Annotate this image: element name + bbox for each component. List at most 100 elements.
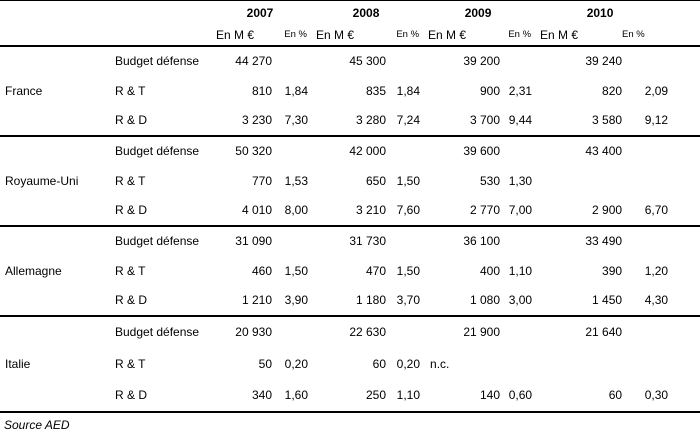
row-label: Budget défense bbox=[110, 44, 210, 76]
row-label: R & T bbox=[115, 356, 146, 371]
unit-pct-2008: En % bbox=[386, 24, 423, 47]
corner-blank bbox=[0, 1, 210, 25]
pct-value bbox=[622, 224, 700, 256]
pct-value: 7,00 bbox=[508, 203, 533, 217]
row-label: R & D bbox=[115, 293, 148, 307]
pct-value: 3,00 bbox=[508, 293, 533, 307]
pct-value: 7,30 bbox=[284, 113, 309, 127]
pct-value bbox=[272, 224, 311, 256]
pct-value bbox=[622, 134, 700, 166]
table-row: R & D 3 230 7,30 3 280 7,24 3 700 9,44 3… bbox=[0, 106, 700, 136]
money-value: 460 bbox=[251, 263, 272, 278]
money-value: 60 bbox=[608, 388, 623, 402]
country-label: France bbox=[0, 44, 110, 136]
pct-value: 1,10 bbox=[396, 388, 421, 402]
pct-value bbox=[622, 166, 700, 196]
money-value: 39 200 bbox=[422, 44, 501, 76]
money-value: 44 270 bbox=[210, 44, 272, 76]
money-value: 39 600 bbox=[422, 134, 501, 166]
money-value: 22 630 bbox=[310, 314, 387, 348]
pct-value: 1,20 bbox=[644, 263, 669, 278]
pct-value: 8,00 bbox=[284, 203, 309, 217]
money-value: 50 320 bbox=[210, 134, 272, 166]
row-label: Budget défense bbox=[110, 134, 210, 166]
pct-value: 6,70 bbox=[644, 203, 669, 217]
money-value: 1 450 bbox=[592, 293, 623, 307]
table-row: R & D 340 1,60 250 1,10 140 0,60 60 0,30 bbox=[0, 380, 700, 412]
pct-value: 1,50 bbox=[396, 173, 421, 188]
pct-value: 9,12 bbox=[644, 113, 669, 127]
pct-value: 7,24 bbox=[396, 113, 421, 127]
pct-value: 1,10 bbox=[508, 263, 533, 278]
year-header-2010: 2010 bbox=[586, 5, 614, 20]
money-value: 900 bbox=[480, 83, 501, 98]
pct-value bbox=[622, 348, 700, 380]
money-value: 21 640 bbox=[534, 314, 623, 348]
pct-value: 0,60 bbox=[508, 388, 533, 402]
money-value: 1 080 bbox=[470, 293, 501, 307]
table-row: Royaume-Uni Budget défense 50 320 42 000… bbox=[0, 134, 700, 226]
money-value: 21 900 bbox=[422, 314, 501, 348]
pct-value: 3,70 bbox=[396, 293, 421, 307]
money-value bbox=[534, 348, 622, 380]
table-row: R & D 1 210 3,90 1 180 3,70 1 080 3,00 1… bbox=[0, 286, 700, 316]
money-value: 2 770 bbox=[470, 203, 501, 217]
money-value: 31 730 bbox=[310, 224, 387, 256]
money-value: 250 bbox=[365, 388, 387, 402]
pct-value bbox=[622, 314, 700, 348]
money-value: 470 bbox=[365, 263, 387, 278]
unit-header-row: En M € En % En M € En % En M € En % En M… bbox=[0, 24, 700, 47]
pct-value: 1,84 bbox=[284, 83, 309, 98]
row-label: R & D bbox=[115, 203, 148, 217]
money-value: 530 bbox=[480, 173, 501, 188]
table-row: Allemagne Budget défense 31 090 31 730 3… bbox=[0, 224, 700, 316]
money-value: 2 900 bbox=[592, 203, 623, 217]
year-header-2009: 2009 bbox=[464, 5, 492, 20]
money-value: 60 bbox=[372, 356, 387, 371]
pct-value: 3,90 bbox=[284, 293, 309, 307]
country-label: Italie bbox=[0, 314, 110, 412]
year-header-2008: 2008 bbox=[352, 5, 380, 20]
row-label: R & D bbox=[115, 388, 148, 402]
money-value: 770 bbox=[251, 173, 272, 188]
money-value: 1 180 bbox=[355, 293, 387, 307]
money-value: 39 240 bbox=[534, 44, 623, 76]
money-value: 45 300 bbox=[310, 44, 387, 76]
table-row: R & T 810 1,84 835 1,84 900 2,31 820 2,0… bbox=[0, 76, 700, 106]
pct-value bbox=[500, 348, 534, 380]
money-value: 33 490 bbox=[534, 224, 623, 256]
money-value: 42 000 bbox=[310, 134, 387, 166]
money-value: n.c. bbox=[430, 356, 450, 371]
row-label: R & T bbox=[115, 263, 146, 278]
unit-money-2008: En M € bbox=[310, 24, 387, 47]
pct-value: 1,30 bbox=[508, 173, 533, 188]
corner-blank bbox=[0, 24, 210, 47]
pct-value: 1,53 bbox=[284, 173, 309, 188]
money-value: 3 280 bbox=[355, 113, 387, 127]
year-header-2007: 2007 bbox=[246, 5, 274, 20]
pct-value: 0,20 bbox=[284, 356, 309, 371]
money-value: 650 bbox=[365, 173, 387, 188]
money-value: 3 580 bbox=[592, 113, 623, 127]
row-label: R & T bbox=[115, 173, 146, 188]
money-value: 3 210 bbox=[355, 203, 387, 217]
table-row: R & T 460 1,50 470 1,50 400 1,10 390 1,2… bbox=[0, 256, 700, 286]
money-value: 3 230 bbox=[241, 113, 272, 127]
pct-value bbox=[500, 134, 535, 166]
row-label: Budget défense bbox=[110, 224, 210, 256]
money-value: 820 bbox=[602, 83, 623, 98]
unit-money-2009: En M € bbox=[422, 24, 501, 47]
money-value: 835 bbox=[365, 83, 387, 98]
unit-money-2010: En M € bbox=[534, 24, 623, 47]
pct-value: 1,60 bbox=[284, 388, 309, 402]
table-row: R & D 4 010 8,00 3 210 7,60 2 770 7,00 2… bbox=[0, 196, 700, 226]
pct-value: 0,30 bbox=[644, 388, 669, 402]
pct-value: 0,20 bbox=[396, 356, 421, 371]
pct-value bbox=[272, 314, 311, 348]
pct-value bbox=[386, 44, 423, 76]
unit-pct-2010: En % bbox=[622, 24, 700, 47]
pct-value: 1,50 bbox=[284, 263, 309, 278]
defense-budget-table: 2007 2008 2009 2010 En M € En % En M € E… bbox=[0, 0, 700, 413]
money-value: 140 bbox=[480, 388, 501, 402]
pct-value: 2,31 bbox=[508, 83, 533, 98]
